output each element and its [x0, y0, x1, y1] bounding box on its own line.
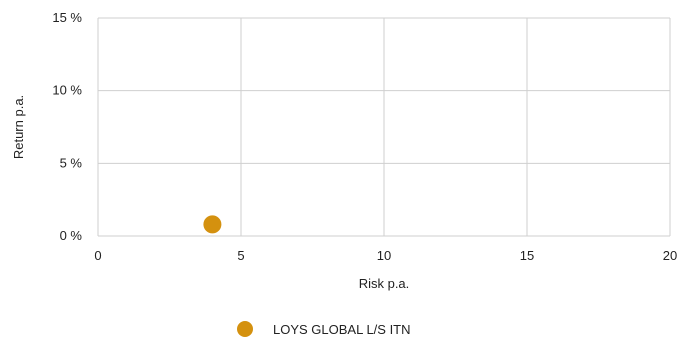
data-points: [203, 215, 222, 234]
y-tick-labels: 0 % 5 % 10 % 15 %: [52, 10, 82, 243]
data-point: [203, 215, 222, 234]
x-tick-label: 10: [377, 248, 391, 263]
legend-label: LOYS GLOBAL L/S ITN: [273, 322, 411, 337]
x-tick-label: 20: [663, 248, 677, 263]
y-tick-label: 0 %: [60, 228, 83, 243]
x-tick-label: 0: [94, 248, 101, 263]
y-tick-label: 10 %: [52, 83, 82, 98]
y-tick-label: 15 %: [52, 10, 82, 25]
grid-lines: [97, 17, 671, 237]
x-tick-label: 15: [520, 248, 534, 263]
x-tick-label: 5: [237, 248, 244, 263]
x-tick-labels: 0 5 10 15 20: [94, 248, 677, 263]
y-axis-title: Return p.a.: [11, 95, 26, 159]
legend-marker: [237, 321, 253, 337]
legend: LOYS GLOBAL L/S ITN: [237, 321, 411, 337]
x-axis-title: Risk p.a.: [359, 276, 410, 291]
y-tick-label: 5 %: [60, 155, 83, 170]
